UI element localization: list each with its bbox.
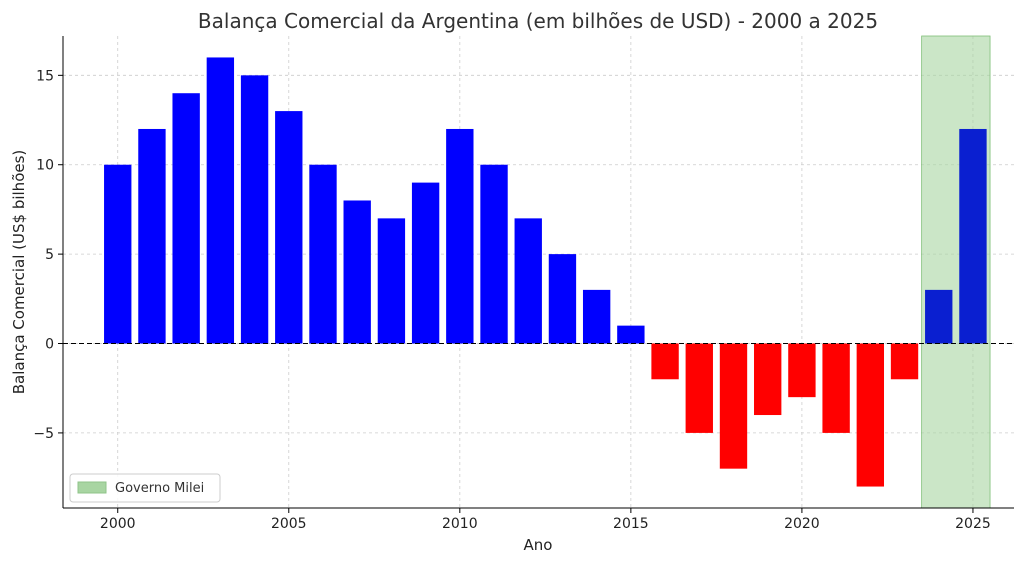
legend-label-governo-milei: Governo Milei xyxy=(115,481,204,496)
chart-title: Balança Comercial da Argentina (em bilhõ… xyxy=(198,9,878,33)
bar-2004 xyxy=(240,75,269,344)
bars-layer xyxy=(104,57,987,487)
bar-2014 xyxy=(582,289,611,344)
bar-2012 xyxy=(514,218,542,344)
bar-2011 xyxy=(480,164,508,344)
bar-2010 xyxy=(446,128,474,344)
x-tick-label-2020: 2020 xyxy=(784,516,820,532)
bar-2002 xyxy=(172,93,200,344)
x-tick-label-2010: 2010 xyxy=(442,516,478,532)
bar-2016 xyxy=(651,343,679,380)
legend-box xyxy=(69,473,221,503)
bar-2022 xyxy=(856,343,885,487)
bar-2025 xyxy=(959,128,987,344)
bar-2005 xyxy=(275,111,303,344)
bar-2009 xyxy=(411,182,440,344)
axes xyxy=(58,36,1014,513)
y-axis-label: Balança Comercial (US$ bilhões) xyxy=(10,150,28,395)
bar-2024 xyxy=(925,289,953,344)
bar-2018 xyxy=(719,343,748,469)
x-tick-label-2000: 2000 xyxy=(100,516,136,532)
bar-2023 xyxy=(890,343,919,380)
x-tick-label-2025: 2025 xyxy=(955,516,991,532)
bar-2003 xyxy=(206,57,235,344)
bar-2019 xyxy=(754,343,782,416)
bar-2015 xyxy=(617,325,645,344)
y-tick-label-2: 5 xyxy=(45,247,54,263)
legend: Governo Milei xyxy=(69,473,221,503)
y-tick-label-0: −5 xyxy=(33,426,54,442)
legend-swatch-governo-milei xyxy=(77,481,107,494)
y-tick-label-1: 0 xyxy=(45,337,54,353)
x-axis-label: Ano xyxy=(524,536,553,554)
bar-2021 xyxy=(822,343,850,433)
bar-2007 xyxy=(343,200,371,344)
bar-2017 xyxy=(685,343,713,433)
bar-2006 xyxy=(309,164,337,344)
bar-2008 xyxy=(377,218,406,344)
bar-2000 xyxy=(104,164,132,344)
x-tick-label-2005: 2005 xyxy=(271,516,307,532)
bar-2001 xyxy=(138,128,166,344)
bar-2013 xyxy=(548,254,577,344)
tick-labels: 2000 2005 2010 2015 2020 2025 −5 0 5 10 15 xyxy=(33,68,990,532)
x-tick-label-2015: 2015 xyxy=(613,516,649,532)
bar-2020 xyxy=(788,343,816,398)
y-tick-label-4: 15 xyxy=(36,68,54,84)
y-tick-label-3: 10 xyxy=(36,158,54,174)
